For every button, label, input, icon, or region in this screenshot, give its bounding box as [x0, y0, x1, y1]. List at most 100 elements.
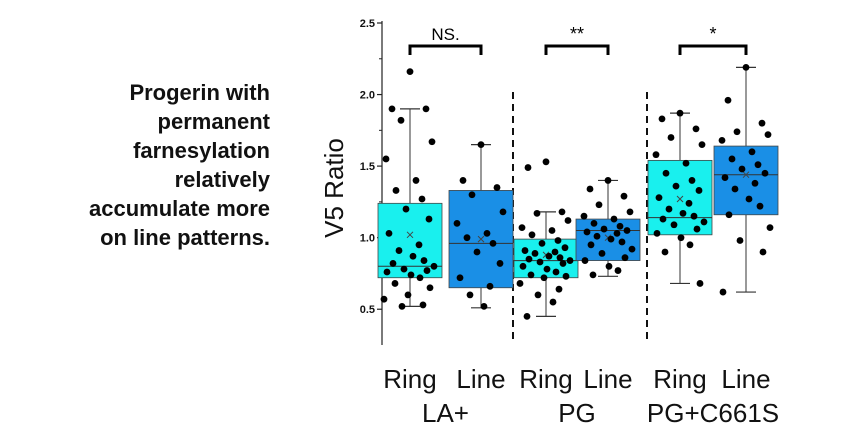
- data-point: [406, 68, 414, 76]
- data-point: [392, 187, 400, 194]
- data-point: [397, 116, 405, 124]
- data-point: [516, 280, 524, 287]
- data-point: [531, 250, 539, 257]
- data-point: [679, 209, 687, 217]
- mean-marker: [676, 195, 684, 203]
- figure-caption: Progerin with permanent farnesylation re…: [0, 78, 270, 252]
- bracket-line: [544, 44, 610, 55]
- data-point: [489, 239, 497, 247]
- data-point: [653, 229, 661, 237]
- data-point: [521, 247, 529, 254]
- y-tick-label: 1.5: [360, 161, 375, 173]
- data-point: [412, 177, 420, 184]
- data-point: [756, 202, 764, 210]
- data-point: [598, 250, 606, 257]
- data-point: [605, 262, 613, 270]
- data-point: [543, 265, 551, 273]
- data-point: [542, 158, 550, 166]
- data-point: [628, 245, 636, 253]
- data-point: [600, 225, 608, 233]
- data-point: [725, 211, 733, 219]
- axes: 0.5 1.0 1.5 2.0 2.5: [360, 18, 648, 345]
- y-tick-label: 1.0: [360, 233, 375, 245]
- data-point: [538, 239, 546, 247]
- data-point: [718, 136, 726, 144]
- y-axis-label: V5 Ratio: [319, 138, 349, 238]
- caption-line: farnesylation: [133, 138, 270, 163]
- data-point: [556, 254, 564, 262]
- data-point: [589, 271, 597, 279]
- bracket-line: [408, 44, 483, 55]
- caption-line: Progerin with: [129, 80, 270, 105]
- data-point: [655, 194, 663, 201]
- data-point: [552, 268, 560, 276]
- data-point: [566, 257, 574, 264]
- data-point: [620, 192, 628, 200]
- mean-marker: [477, 235, 485, 243]
- data-point: [545, 252, 553, 260]
- y-tick-label: 0.5: [360, 304, 375, 316]
- mean-marker: [742, 171, 750, 179]
- data-point: [382, 155, 390, 163]
- data-point: [652, 151, 660, 159]
- data-point: [766, 224, 774, 232]
- significance-bracket: NS.: [408, 25, 483, 55]
- data-point: [658, 115, 666, 123]
- data-point: [422, 105, 430, 113]
- data-point: [731, 185, 739, 193]
- data-point: [610, 215, 618, 223]
- x-category-label: Ring: [653, 364, 706, 394]
- data-point: [626, 208, 634, 216]
- data-point: [661, 248, 669, 256]
- x-category-label: Ring: [383, 364, 436, 394]
- data-point: [719, 288, 727, 296]
- data-point: [425, 215, 433, 223]
- data-point: [623, 227, 631, 234]
- data-point: [696, 280, 704, 287]
- data-point: [420, 257, 428, 264]
- data-point: [618, 238, 626, 246]
- data-point: [459, 177, 467, 184]
- data-point: [528, 231, 536, 239]
- data-point: [562, 272, 570, 280]
- y-tick-label: 2.0: [360, 90, 375, 102]
- data-point: [527, 271, 535, 279]
- data-point: [480, 302, 488, 310]
- data-point: [751, 179, 759, 187]
- data-point: [721, 174, 729, 181]
- data-point: [604, 177, 612, 184]
- data-point: [415, 241, 423, 249]
- data-point: [499, 208, 507, 216]
- data-point: [391, 280, 399, 287]
- x-group-label: LA+: [422, 398, 469, 428]
- data-point: [693, 225, 701, 233]
- data-point: [593, 232, 601, 240]
- data-point: [586, 185, 594, 193]
- data-point: [400, 265, 408, 273]
- data-point: [466, 291, 474, 299]
- data-point: [477, 141, 485, 149]
- data-point: [561, 244, 569, 252]
- significance-label: *: [709, 24, 716, 44]
- data-point: [404, 291, 412, 299]
- data-point: [581, 257, 589, 264]
- data-point: [388, 105, 396, 113]
- data-point: [524, 164, 532, 171]
- x-labels: Ring Line Ring Line Ring Line LA+ PG PG+C661S: [383, 364, 779, 428]
- data-point: [745, 195, 753, 203]
- data-point: [607, 235, 615, 243]
- data-point: [534, 291, 542, 299]
- mean-marker: [406, 231, 414, 239]
- data-point: [486, 282, 494, 290]
- data-point: [736, 237, 744, 244]
- data-point: [670, 221, 678, 229]
- caption-line: permanent: [157, 109, 270, 134]
- box-3: [575, 177, 641, 279]
- x-group-label: PG+C661S: [647, 398, 779, 428]
- significance-label: NS.: [431, 25, 459, 44]
- data-point: [380, 295, 388, 303]
- data-point: [700, 218, 708, 226]
- data-point: [698, 141, 706, 149]
- data-point: [759, 248, 767, 256]
